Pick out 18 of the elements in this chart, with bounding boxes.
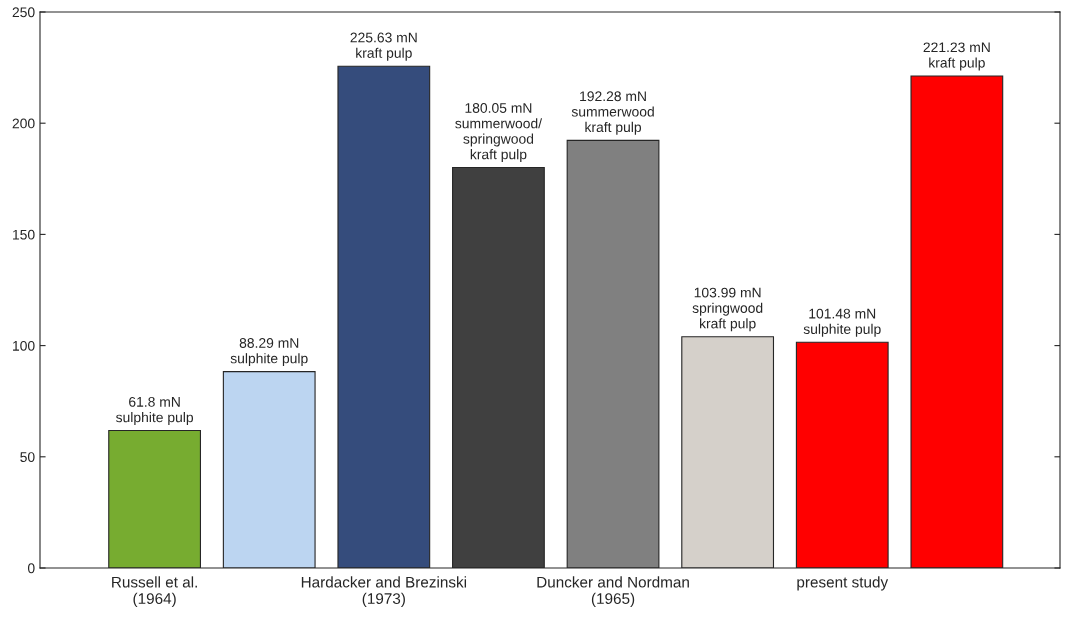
x-tick-label: Russell et al. (1964) bbox=[112, 576, 197, 608]
y-tick-label: 150 bbox=[13, 229, 35, 240]
data-label: 180.05 mN summerwood/ springwood kraft pulp bbox=[455, 103, 543, 163]
y-tick-label: 0 bbox=[27, 563, 35, 574]
y-tick-label: 250 bbox=[12, 7, 35, 18]
y-tick-label: 100 bbox=[13, 340, 35, 351]
data-label: 225.63 mN kraft pulp bbox=[350, 32, 417, 61]
data-label: 101.48 mN sulphite pulp bbox=[803, 308, 881, 337]
data-label: 88.29 mN sulphite pulp bbox=[230, 338, 308, 367]
y-tick-label: 50 bbox=[20, 452, 35, 462]
data-label: 103.99 mN springwood kraft pulp bbox=[692, 287, 763, 332]
y-tick-label: 200 bbox=[12, 118, 35, 129]
data-label: 221.23 mN kraft pulp bbox=[923, 42, 990, 71]
x-tick-label: Hardacker and Brezinski (1973) bbox=[301, 576, 467, 608]
data-label: 61.8 mN sulphite pulp bbox=[116, 396, 194, 425]
x-tick-label: Duncker and Nordman (1965) bbox=[537, 576, 689, 608]
data-label: 192.28 mN summerwood kraft pulp bbox=[571, 91, 654, 135]
x-tick-label: present study bbox=[797, 576, 889, 591]
